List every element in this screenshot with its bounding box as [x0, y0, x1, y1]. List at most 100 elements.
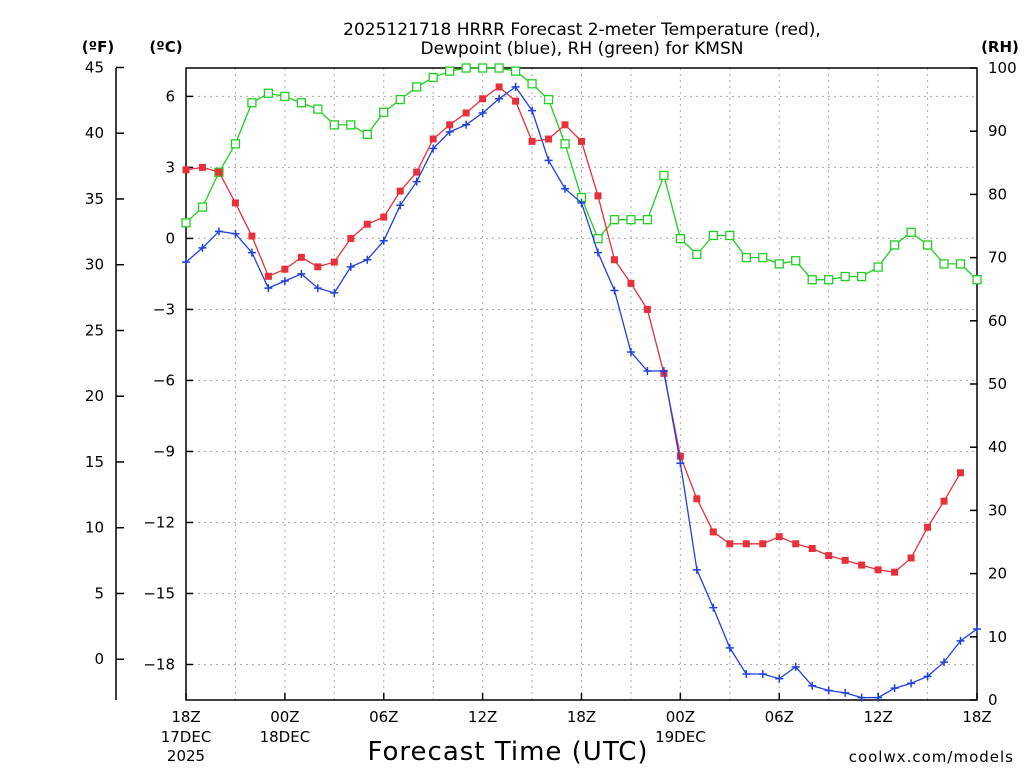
temperature-point: [643, 305, 651, 313]
rh-point: [412, 82, 422, 92]
temperature-point: [462, 109, 470, 117]
rh-point: [725, 230, 735, 241]
rh-point: [873, 262, 883, 272]
fahrenheit-tick-label: 20: [85, 387, 104, 405]
dewpoint-point: [429, 144, 438, 153]
dewpoint-point: [231, 229, 240, 238]
rh-point: [675, 233, 686, 244]
rh-point: [593, 233, 603, 244]
credit-text: coolwx.com/models: [849, 748, 1014, 766]
dewpoint-point: [758, 669, 767, 678]
rh-axis-unit: (RH): [981, 38, 1019, 56]
rh-tick-label: 90: [988, 122, 1007, 140]
chart-title-line1: 2025121718 HRRR Forecast 2-meter Tempera…: [343, 20, 821, 40]
rh-point: [774, 259, 784, 269]
x-tick-label: 06Z: [369, 708, 398, 726]
chart-title-line2: Dewpoint (blue), RH (green) for KMSN: [421, 39, 744, 59]
dewpoint-point: [890, 684, 899, 693]
temperature-point: [396, 187, 404, 195]
celsius-axis-unit: (ºC): [149, 38, 182, 56]
temperature-point: [363, 220, 371, 228]
dewpoint-point: [626, 348, 635, 357]
dewpoint-point: [280, 277, 289, 286]
rh-point: [939, 259, 949, 269]
temperature-point: [610, 256, 618, 264]
dewpoint-point: [182, 258, 190, 267]
rh-point: [247, 98, 257, 108]
series-layer: [181, 63, 982, 702]
temperature-point: [264, 272, 272, 280]
temperature-point: [297, 253, 305, 261]
dewpoint-point: [544, 156, 553, 165]
dewpoint-point: [247, 248, 256, 257]
temperature-point: [198, 163, 206, 171]
rh-point: [362, 129, 372, 140]
x-tick-year-label: 2025: [167, 747, 205, 765]
dewpoint-point: [709, 603, 718, 612]
rh-point: [280, 91, 290, 102]
dewpoint-point: [445, 127, 454, 136]
rh-point: [642, 215, 653, 225]
x-tick-label: 12Z: [468, 708, 497, 726]
temperature-point: [940, 497, 948, 505]
rh-point: [972, 275, 982, 285]
dewpoint-point: [561, 184, 570, 193]
rh-tick-label: 20: [988, 565, 1007, 583]
fahrenheit-tick-label: 0: [94, 650, 104, 668]
temperature-point: [874, 566, 882, 574]
temperature-point: [446, 121, 454, 129]
x-tick-label: 00Z: [666, 708, 695, 726]
fahrenheit-tick-label: 40: [85, 124, 104, 142]
dewpoint-point: [528, 106, 537, 115]
temperature-point: [248, 232, 256, 240]
fahrenheit-axis-unit: (ºF): [82, 38, 114, 56]
x-tick-date-label: 19DEC: [655, 728, 706, 746]
dewpoint-point: [214, 227, 223, 236]
temperature-point: [545, 135, 553, 143]
dewpoint-point: [775, 674, 784, 683]
fahrenheit-tick-label: 10: [85, 519, 104, 537]
fahrenheit-tick-label: 30: [85, 256, 104, 274]
dewpoint-point: [346, 262, 355, 271]
x-tick-label: 06Z: [765, 708, 794, 726]
rh-point: [955, 259, 966, 269]
rh-point: [346, 120, 356, 130]
temperature-point: [347, 234, 355, 242]
rh-tick-label: 50: [988, 375, 1007, 393]
temperature-point: [808, 545, 816, 553]
temperature-point: [709, 528, 717, 536]
rh-point: [840, 271, 850, 282]
fahrenheit-tick-label: 25: [85, 321, 104, 339]
temperature-point: [627, 279, 635, 287]
rh-point: [856, 271, 867, 282]
temperature-point: [528, 137, 536, 145]
fahrenheit-tick-label: 45: [85, 58, 104, 76]
temperature-point: [330, 258, 338, 266]
rh-point: [791, 256, 801, 266]
rh-point: [379, 107, 389, 117]
x-tick-date-label: 17DEC: [161, 728, 212, 746]
dewpoint-point: [857, 693, 866, 702]
rh-point: [461, 63, 471, 73]
temperature-point: [957, 469, 965, 477]
temperature-point: [495, 83, 503, 91]
tick-labels-layer: 454035302520151050630−3−6−9−12−15−181009…: [85, 58, 1017, 765]
rh-point: [428, 72, 438, 83]
x-tick-label: 12Z: [863, 708, 892, 726]
rh-point: [609, 215, 620, 225]
dewpoint-point: [379, 236, 388, 245]
rh-point: [889, 240, 900, 250]
dewpoint-point: [874, 693, 883, 702]
temperature-point: [924, 523, 932, 531]
temperature-point: [693, 495, 701, 503]
rh-point: [296, 98, 307, 108]
rh-point: [543, 94, 554, 105]
rh-tick-label: 10: [988, 628, 1007, 646]
celsius-tick-label: 3: [165, 158, 175, 176]
rh-point: [230, 139, 241, 149]
temperature-point: [380, 213, 388, 221]
rh-point: [758, 252, 768, 263]
rh-point: [692, 249, 702, 260]
temperature-point: [429, 135, 437, 143]
